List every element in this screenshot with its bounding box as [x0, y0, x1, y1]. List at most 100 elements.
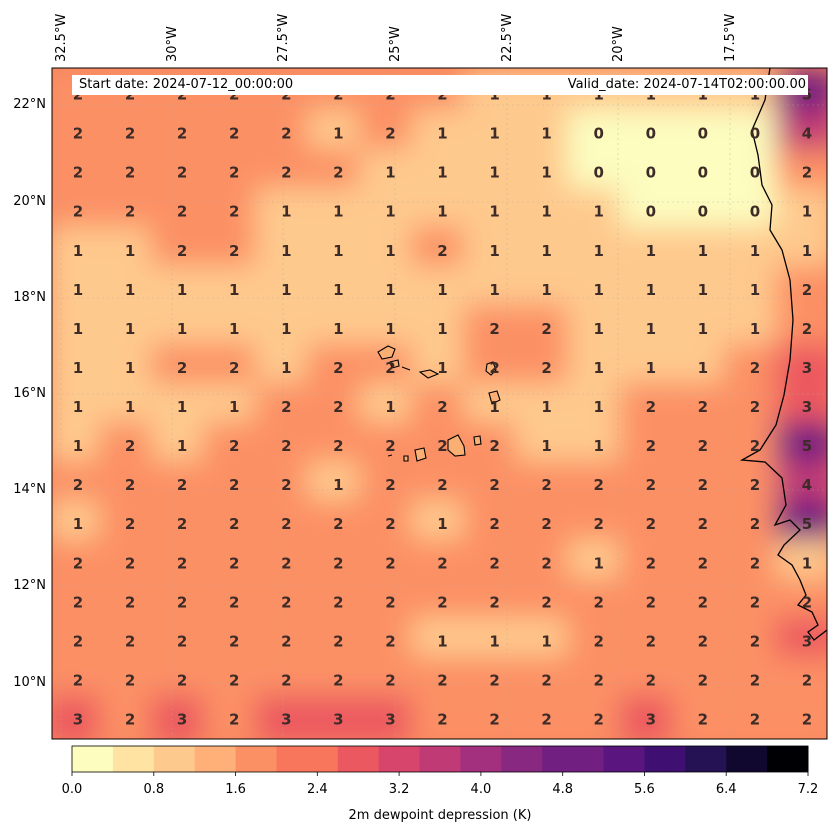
colorbar-tick-label: 6.4: [715, 782, 737, 797]
grid-value-label: 2: [802, 281, 812, 299]
grid-value-label: 1: [489, 632, 499, 650]
grid-value-label: 2: [73, 476, 83, 494]
grid-value-label: 2: [750, 671, 760, 689]
grid-value-label: 1: [750, 281, 760, 299]
colorbar-segment: [215, 746, 237, 772]
grid-value-label: 3: [802, 359, 812, 377]
grid-value-label: 2: [750, 359, 760, 377]
grid-value-label: 1: [593, 359, 603, 377]
grid-value-label: 2: [229, 671, 239, 689]
colorbar-segment: [746, 746, 768, 772]
grid-value-label: 1: [750, 320, 760, 338]
colorbar-tick-label: 2.4: [306, 782, 328, 797]
colorbar-segment: [153, 746, 175, 772]
colorbar-segment: [644, 746, 666, 772]
grid-value-label: 2: [698, 711, 708, 729]
grid-value-label: 1: [385, 281, 395, 299]
grid-value-label: 2: [802, 164, 812, 182]
lat-label: 16°N: [13, 386, 46, 401]
grid-value-label: 1: [73, 242, 83, 260]
grid-value-label: 2: [489, 554, 499, 572]
grid-value-label: 2: [73, 164, 83, 182]
grid-value-label: 0: [750, 203, 760, 221]
colorbar-tick-label: 4.0: [470, 782, 492, 797]
grid-value-label: 2: [698, 554, 708, 572]
grid-value-label: 2: [489, 515, 499, 533]
grid-value-label: 1: [281, 320, 291, 338]
grid-value-label: 2: [489, 437, 499, 455]
grid-value-label: 0: [593, 125, 603, 143]
grid-value-label: 2: [125, 476, 135, 494]
grid-value-label: 2: [229, 203, 239, 221]
grid-value-label: 2: [593, 593, 603, 611]
colorbar-tick-label: 0.8: [143, 782, 165, 797]
colorbar-frame: [71, 745, 809, 773]
grid-value-label: 1: [333, 320, 343, 338]
grid-value-label: 0: [698, 164, 708, 182]
grid-value-label: 1: [385, 320, 395, 338]
field-cell: [150, 695, 214, 739]
grid-value-label: 1: [698, 281, 708, 299]
grid-value-label: 2: [437, 476, 447, 494]
grid-value-label: 2: [229, 476, 239, 494]
grid-value-label: 2: [750, 593, 760, 611]
grid-value-label: 2: [698, 437, 708, 455]
lat-label: 22°N: [13, 97, 46, 112]
grid-value-label: 2: [177, 554, 187, 572]
colorbar-ticks: [71, 772, 809, 776]
colorbar-segment: [112, 746, 134, 772]
grid-value-label: 1: [73, 359, 83, 377]
colorbar-tick-label: 1.6: [225, 782, 246, 797]
grid-value-label: 1: [281, 242, 291, 260]
lon-label: 25°W: [388, 26, 403, 62]
grid-value-label: 1: [73, 398, 83, 416]
grid-value-label: 2: [125, 125, 135, 143]
colorbar-tick-label: 4.8: [552, 782, 574, 797]
grid-value-label: 1: [385, 242, 395, 260]
grid-value-label: 2: [698, 398, 708, 416]
grid-value-label: 1: [73, 281, 83, 299]
grid-value-label: 2: [437, 671, 447, 689]
grid-value-label: 2: [229, 632, 239, 650]
grid-value-label: 2: [229, 164, 239, 182]
grid-value-label: 2: [541, 359, 551, 377]
grid-value-label: 2: [437, 554, 447, 572]
grid-value-label: 2: [125, 515, 135, 533]
grid-value-label: 1: [593, 554, 603, 572]
grid-value-label: 5: [802, 515, 812, 533]
lon-label: 22.5°W: [500, 13, 515, 62]
grid-value-label: 2: [437, 437, 447, 455]
grid-value-label: 2: [333, 671, 343, 689]
coastline-africa: [739, 68, 827, 641]
header-box: [72, 75, 808, 95]
grid-value-label: 2: [333, 554, 343, 572]
grid-value-label: 2: [125, 437, 135, 455]
grid-value-label: 2: [177, 671, 187, 689]
cape-verde-islands: [377, 345, 501, 462]
grid-value-label: 2: [125, 671, 135, 689]
colorbar-segment: [358, 746, 380, 772]
colorbar-tick-label: 3.2: [388, 782, 410, 797]
grid-value-label: 2: [73, 593, 83, 611]
grid-value-label: 2: [125, 711, 135, 729]
grid-value-label: 1: [333, 242, 343, 260]
grid-value-label: 1: [489, 281, 499, 299]
field-cell: [671, 695, 735, 739]
lon-label: 20°W: [611, 26, 626, 62]
grid-value-label: 4: [802, 125, 812, 143]
grid-value-label: 1: [333, 125, 343, 143]
grid-value-label: 1: [802, 242, 812, 260]
grid-value-label: 2: [385, 554, 395, 572]
grid-value-label: 0: [750, 164, 760, 182]
grid-value-label: 2: [802, 671, 812, 689]
grid-value-label: 2: [281, 398, 291, 416]
grid-value-label: 2: [177, 515, 187, 533]
colorbar-segment: [562, 746, 584, 772]
grid-value-label: 3: [802, 632, 812, 650]
grid-value-label: 2: [177, 125, 187, 143]
grid-value-label: 1: [229, 281, 239, 299]
colorbar-title: 2m dewpoint depression (K): [348, 808, 532, 823]
grid-value-label: 1: [73, 320, 83, 338]
grid-value-label: 1: [541, 398, 551, 416]
grid-value-label: 2: [750, 437, 760, 455]
